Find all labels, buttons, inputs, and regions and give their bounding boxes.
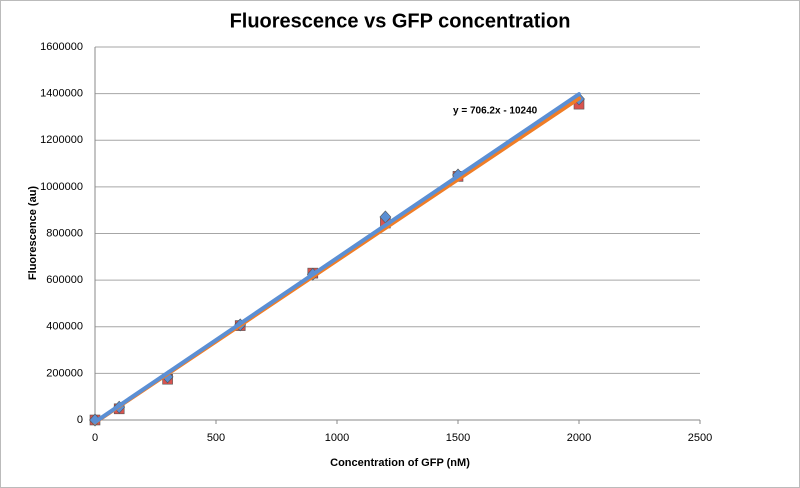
x-tick-label: 0 — [92, 432, 98, 444]
y-tick-label: 0 — [77, 414, 83, 426]
x-tick-label: 1500 — [446, 432, 470, 444]
y-tick-label: 600000 — [46, 274, 83, 286]
y-tick-label: 200000 — [46, 367, 83, 379]
x-tick-label: 500 — [207, 432, 225, 444]
chart-title: Fluorescence vs GFP concentration — [230, 10, 571, 32]
y-axis-title: Fluorescence (au) — [27, 186, 39, 280]
y-tick-label: 400000 — [46, 321, 83, 333]
y-tick-label: 1200000 — [40, 134, 83, 146]
trendline — [93, 92, 581, 425]
y-tick-label: 1400000 — [40, 88, 83, 100]
x-tick-label: 2000 — [567, 432, 591, 444]
y-tick-label: 1000000 — [40, 181, 83, 193]
trendline-equation: y = 706.2x - 10240 — [453, 106, 538, 117]
y-tick-label: 800000 — [46, 227, 83, 239]
y-tick-label: 1600000 — [40, 41, 83, 53]
x-tick-label: 2500 — [688, 432, 712, 444]
x-tick-label: 1000 — [325, 432, 349, 444]
x-axis-title: Concentration of GFP (nM) — [330, 457, 470, 469]
